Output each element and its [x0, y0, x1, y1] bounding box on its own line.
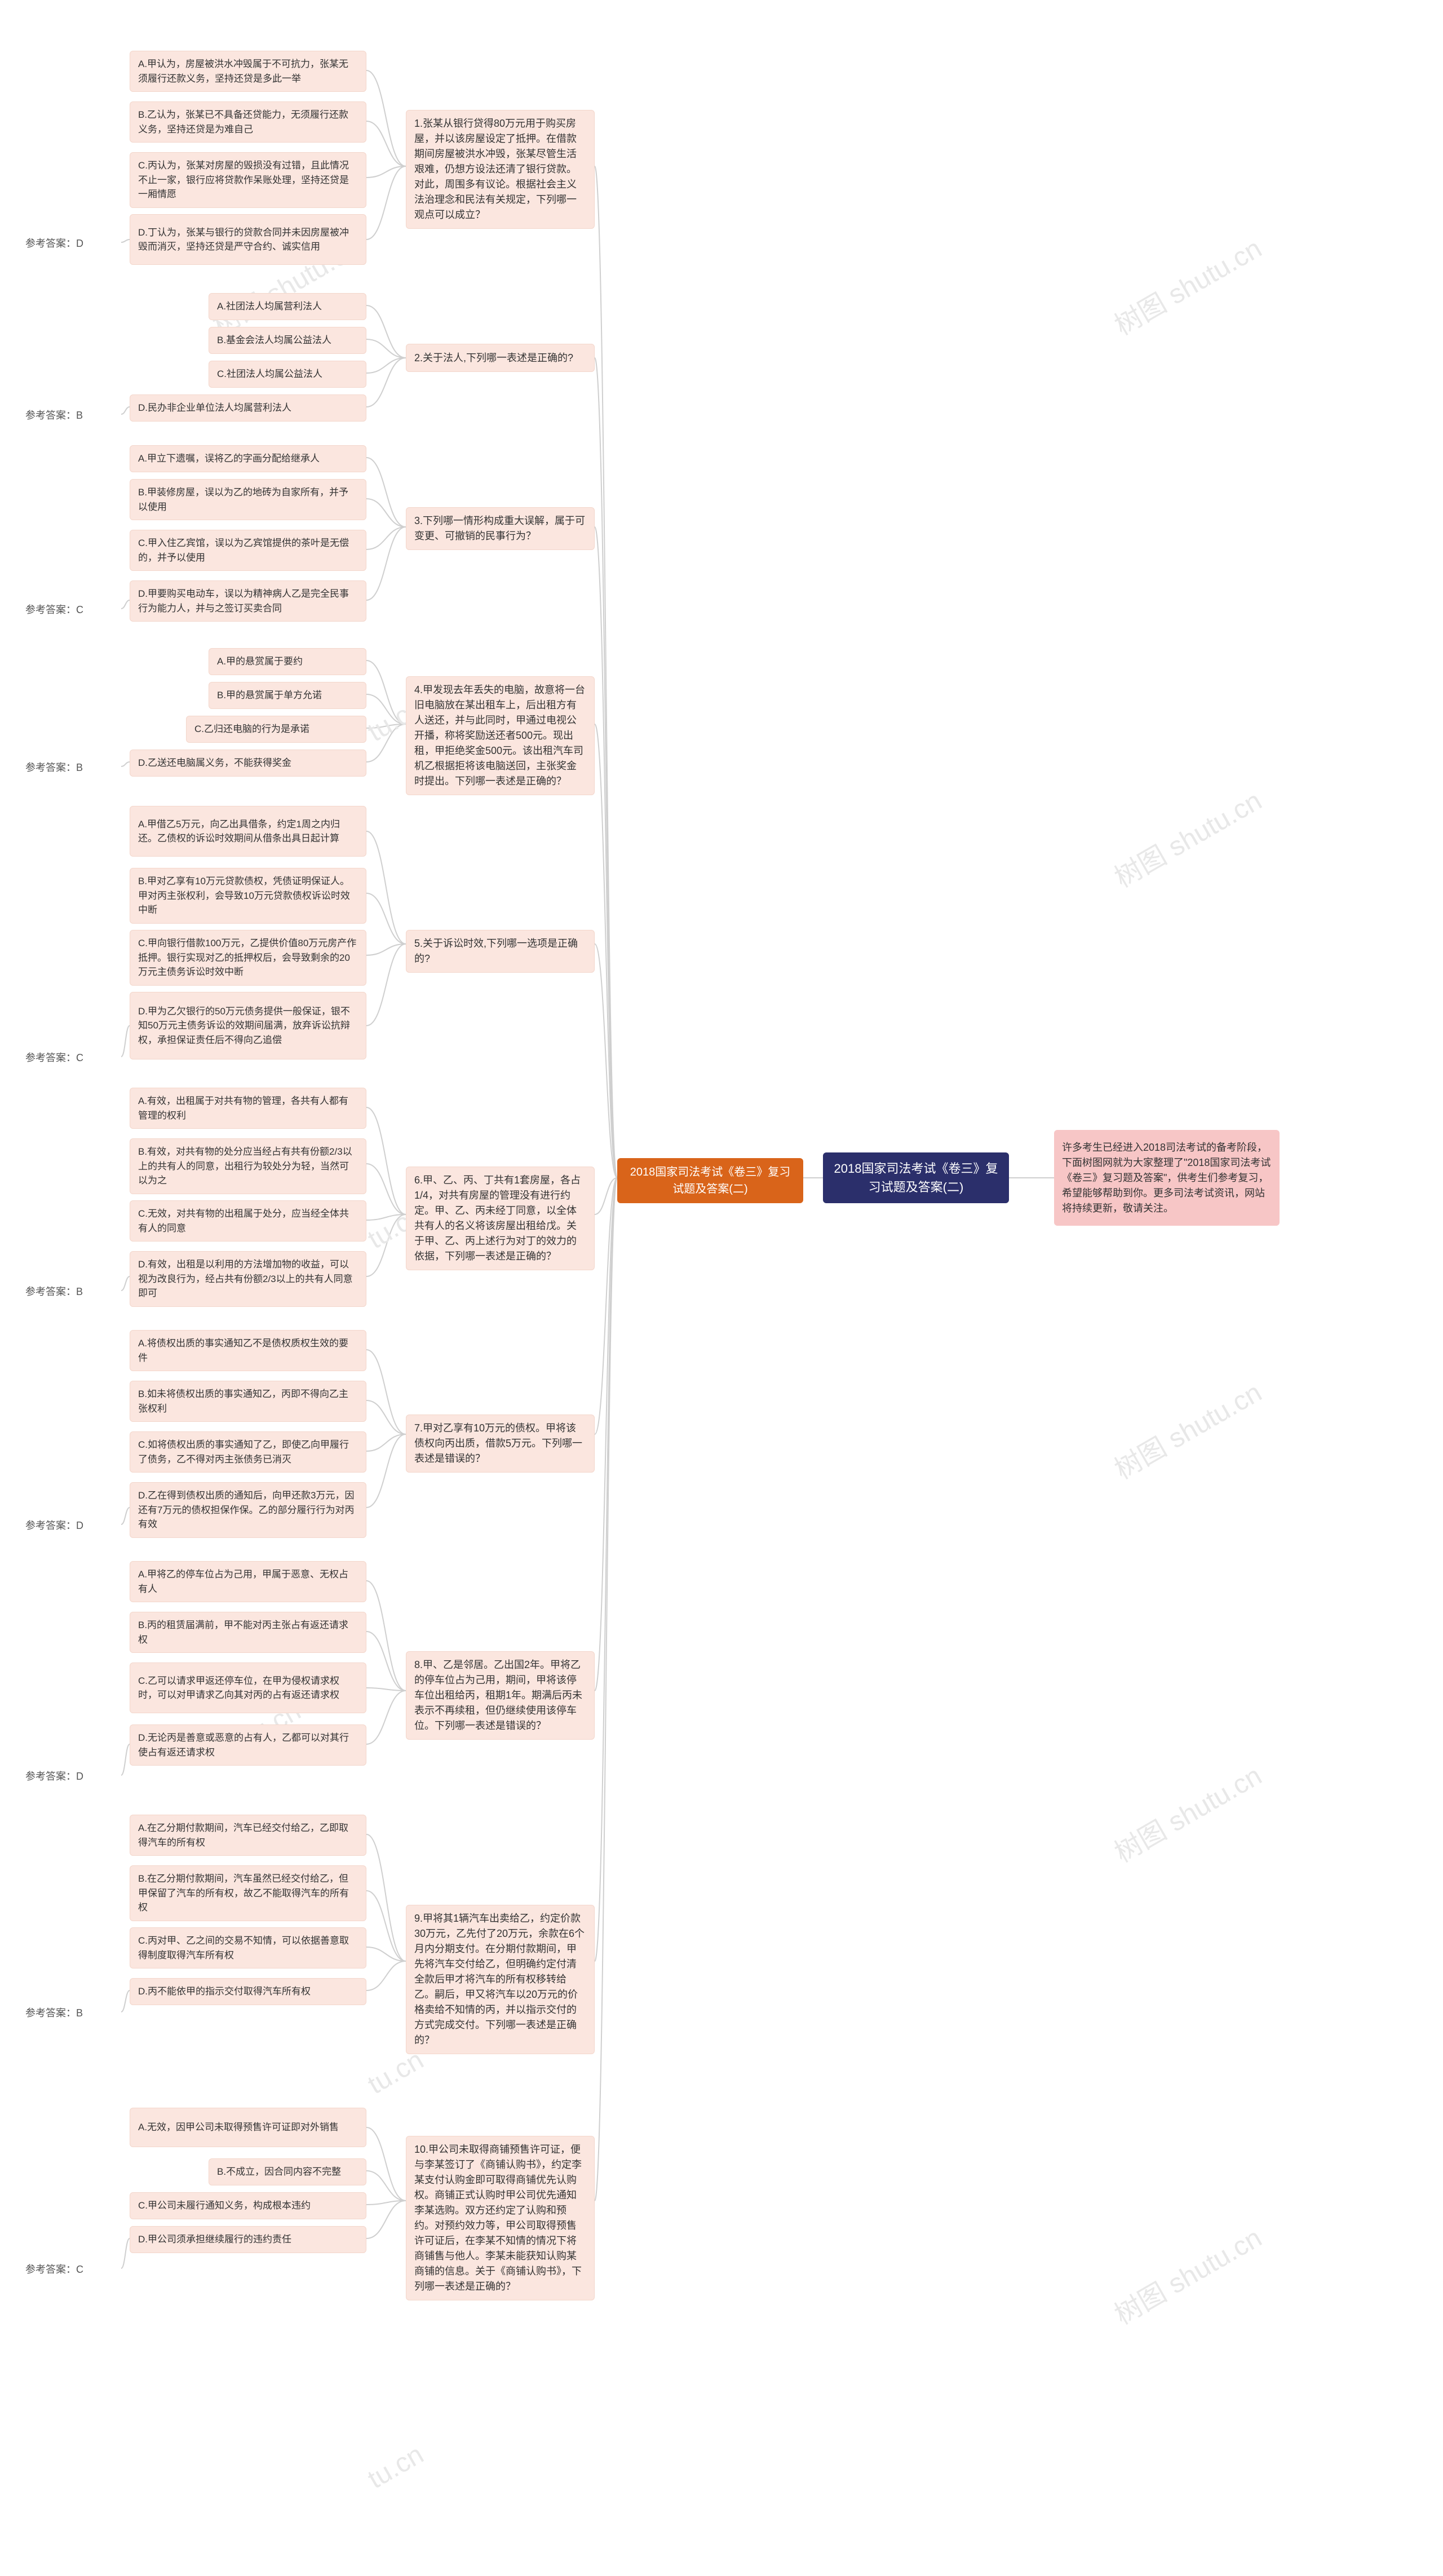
- q3-opt-2[interactable]: C.甲入住乙宾馆，误以为乙宾馆提供的茶叶是无偿的，并予以使用: [130, 530, 366, 571]
- q7-opt-3[interactable]: D.乙在得到债权出质的通知后，向甲还款3万元，因还有7万元的债权担保作保。乙的部…: [130, 1482, 366, 1538]
- root-node[interactable]: 2018国家司法考试《卷三》复习试题及答案(二): [823, 1152, 1009, 1203]
- q6-opt-0[interactable]: A.有效，出租属于对共有物的管理，各共有人都有管理的权利: [130, 1088, 366, 1129]
- q3-answer: 参考答案：C: [25, 600, 121, 620]
- description-node: 许多考生已经进入2018司法考试的备考阶段，下面树图网就为大家整理了"2018国…: [1054, 1130, 1280, 1226]
- q8-node[interactable]: 8.甲、乙是邻居。乙出国2年。甲将乙的停车位占为己用，期间，甲将该停车位出租给丙…: [406, 1651, 595, 1740]
- q4-answer: 参考答案：B: [25, 758, 121, 778]
- q2-opt-2[interactable]: C.社团法人均属公益法人: [209, 361, 366, 388]
- q5-node[interactable]: 5.关于诉讼时效,下列哪一选项是正确的?: [406, 930, 595, 973]
- q7-answer: 参考答案：D: [25, 1516, 121, 1536]
- q9-opt-1[interactable]: B.在乙分期付款期间，汽车虽然已经交付给乙，但甲保留了汽车的所有权，故乙不能取得…: [130, 1865, 366, 1921]
- main-branch-node[interactable]: 2018国家司法考试《卷三》复习试题及答案(二): [617, 1158, 803, 1203]
- q10-opt-0[interactable]: A.无效，因甲公司未取得预售许可证即对外销售: [130, 2108, 366, 2147]
- q7-node[interactable]: 7.甲对乙享有10万元的债权。甲将该债权向丙出质，借款5万元。下列哪一表述是错误…: [406, 1415, 595, 1473]
- q9-answer: 参考答案：B: [25, 2003, 121, 2023]
- q10-opt-2[interactable]: C.甲公司未履行通知义务，构成根本违约: [130, 2192, 366, 2219]
- q8-opt-2[interactable]: C.乙可以请求甲返还停车位，在甲为侵权请求权时，可以对甲请求乙向其对丙的占有返还…: [130, 1662, 366, 1713]
- q1-opt-1[interactable]: B.乙认为，张某已不具备还贷能力，无须履行还款义务，坚持还贷是为难自己: [130, 101, 366, 143]
- q1-node[interactable]: 1.张某从银行贷得80万元用于购买房屋，并以该房屋设定了抵押。在借款期间房屋被洪…: [406, 110, 595, 229]
- q8-answer: 参考答案：D: [25, 1767, 121, 1786]
- q4-opt-0[interactable]: A.甲的悬赏属于要约: [209, 648, 366, 675]
- q9-opt-2[interactable]: C.丙对甲、乙之间的交易不知情，可以依据善意取得制度取得汽车所有权: [130, 1927, 366, 1968]
- q6-answer: 参考答案：B: [25, 1282, 121, 1302]
- q10-opt-3[interactable]: D.甲公司须承担继续履行的违约责任: [130, 2226, 366, 2253]
- q5-opt-3[interactable]: D.甲为乙欠银行的50万元债务提供一般保证，银不知50万元主债务诉讼的效期间届满…: [130, 992, 366, 1059]
- q1-answer: 参考答案：D: [25, 234, 121, 254]
- q5-opt-0[interactable]: A.甲借乙5万元，向乙出具借条，约定1周之内归还。乙债权的诉讼时效期间从借条出具…: [130, 806, 366, 857]
- q4-node[interactable]: 4.甲发现去年丢失的电脑，故意将一台旧电脑放在某出租车上，后出租方有人送还，并与…: [406, 676, 595, 795]
- q2-node[interactable]: 2.关于法人,下列哪一表述是正确的?: [406, 344, 595, 372]
- q8-opt-1[interactable]: B.丙的租赁届满前，甲不能对丙主张占有返还请求权: [130, 1612, 366, 1653]
- q6-opt-3[interactable]: D.有效，出租是以利用的方法增加物的收益，可以视为改良行为，经占共有份额2/3以…: [130, 1251, 366, 1307]
- q7-opt-2[interactable]: C.如将债权出质的事实通知了乙，即使乙向甲履行了债务，乙不得对丙主张债务已消灭: [130, 1431, 366, 1473]
- q1-opt-2[interactable]: C.丙认为，张某对房屋的毁损没有过错，且此情况不止一家，银行应将贷款作呆账处理，…: [130, 152, 366, 208]
- q6-opt-2[interactable]: C.无效，对共有物的出租属于处分，应当经全体共有人的同意: [130, 1200, 366, 1242]
- q6-node[interactable]: 6.甲、乙、丙、丁共有1套房屋，各占1/4，对共有房屋的管理没有进行约定。甲、乙…: [406, 1167, 595, 1270]
- q3-opt-3[interactable]: D.甲要购买电动车，误以为精神病人乙是完全民事行为能力人，并与之签订买卖合同: [130, 580, 366, 622]
- q10-opt-1[interactable]: B.不成立，因合同内容不完整: [209, 2158, 366, 2185]
- q3-node[interactable]: 3.下列哪一情形构成重大误解，属于可变更、可撤销的民事行为？: [406, 507, 595, 550]
- q10-node[interactable]: 10.甲公司未取得商铺预售许可证，便与李某签订了《商铺认购书》，约定李某支付认购…: [406, 2136, 595, 2300]
- q5-answer: 参考答案：C: [25, 1048, 121, 1068]
- q9-opt-0[interactable]: A.在乙分期付款期间，汽车已经交付给乙，乙即取得汽车的所有权: [130, 1815, 366, 1856]
- q8-opt-3[interactable]: D.无论丙是善意或恶意的占有人，乙都可以对其行使占有返还请求权: [130, 1724, 366, 1766]
- q9-opt-3[interactable]: D.丙不能依甲的指示交付取得汽车所有权: [130, 1978, 366, 2005]
- q1-opt-0[interactable]: A.甲认为，房屋被洪水冲毁属于不可抗力，张某无须履行还款义务，坚持还贷是多此一举: [130, 51, 366, 92]
- q2-opt-1[interactable]: B.基金会法人均属公益法人: [209, 327, 366, 354]
- q7-opt-1[interactable]: B.如未将债权出质的事实通知乙，丙即不得向乙主张权利: [130, 1381, 366, 1422]
- q1-opt-3[interactable]: D.丁认为，张某与银行的贷款合同并未因房屋被冲毁而消灭，坚持还贷是严守合约、诚实…: [130, 214, 366, 265]
- q6-opt-1[interactable]: B.有效，对共有物的处分应当经占有共有份额2/3以上的共有人的同意，出租行为较处…: [130, 1138, 366, 1194]
- q9-node[interactable]: 9.甲将其1辆汽车出卖给乙，约定价款30万元，乙先付了20万元，余款在6个月内分…: [406, 1905, 595, 2054]
- q4-opt-2[interactable]: C.乙归还电脑的行为是承诺: [186, 716, 366, 743]
- q2-answer: 参考答案：B: [25, 406, 121, 425]
- q4-opt-3[interactable]: D.乙送还电脑属义务，不能获得奖金: [130, 750, 366, 777]
- q7-opt-0[interactable]: A.将债权出质的事实通知乙不是债权质权生效的要件: [130, 1330, 366, 1371]
- q5-opt-1[interactable]: B.甲对乙享有10万元贷款债权，凭债证明保证人。甲对丙主张权利，会导致10万元贷…: [130, 868, 366, 924]
- q8-opt-0[interactable]: A.甲将乙的停车位占为己用，甲属于恶意、无权占有人: [130, 1561, 366, 1602]
- q4-opt-1[interactable]: B.甲的悬赏属于单方允诺: [209, 682, 366, 709]
- q10-answer: 参考答案：C: [25, 2260, 121, 2280]
- q2-opt-3[interactable]: D.民办非企业单位法人均属营利法人: [130, 394, 366, 422]
- q5-opt-2[interactable]: C.甲向银行借款100万元，乙提供价值80万元房产作抵押。银行实现对乙的抵押权后…: [130, 930, 366, 986]
- q3-opt-1[interactable]: B.甲装修房屋，误以为乙的地砖为自家所有，并予以使用: [130, 479, 366, 520]
- q2-opt-0[interactable]: A.社团法人均属营利法人: [209, 293, 366, 320]
- q3-opt-0[interactable]: A.甲立下遗嘱，误将乙的字画分配给继承人: [130, 445, 366, 472]
